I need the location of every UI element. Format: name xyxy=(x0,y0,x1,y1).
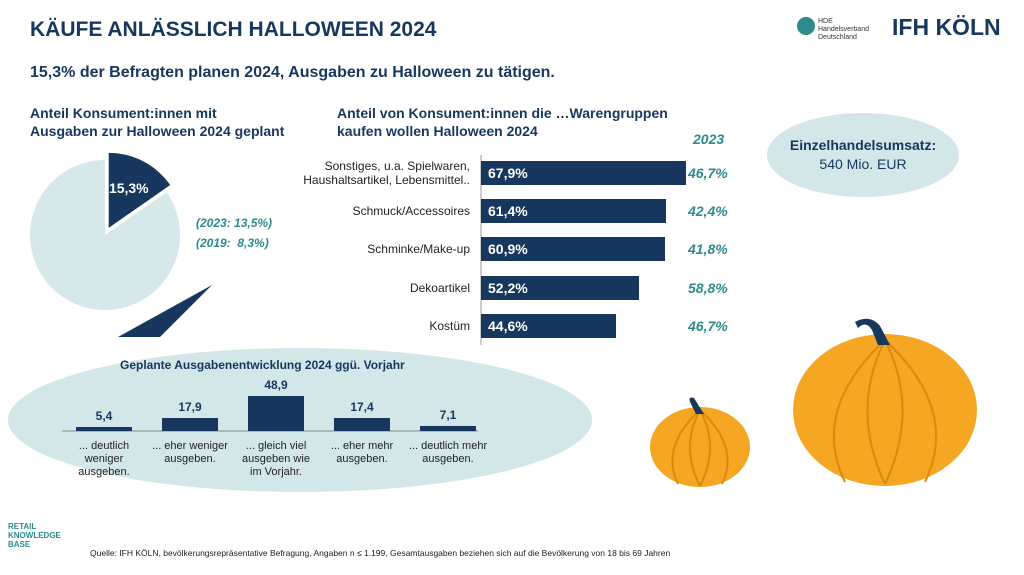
column xyxy=(334,418,390,431)
legend-label: 2023 xyxy=(693,131,725,147)
revenue-backdrop xyxy=(767,113,959,197)
pointer xyxy=(118,285,212,337)
bar-label: 60,9% xyxy=(488,241,528,257)
category-label: ... deutlich mehr ausgeben. xyxy=(408,440,488,465)
category-label: ... eher mehr ausgeben. xyxy=(330,440,394,465)
bar-label: 67,9% xyxy=(488,165,528,181)
revenue-label: Einzelhandelsumsatz: xyxy=(789,137,937,153)
category-label: Schminke/Make-up xyxy=(367,242,470,256)
hde-logo: HDE xyxy=(818,18,833,25)
column xyxy=(420,425,476,431)
category-label: Dekoartikel xyxy=(409,281,470,295)
prior-year-value: 46,7% xyxy=(688,165,728,181)
category-label: Schmuck/Accessoires xyxy=(352,204,470,218)
prior-year-value: 41,8% xyxy=(688,241,728,257)
subtitle: 15,3% der Befragten planen 2024, Ausgabe… xyxy=(30,64,555,81)
pumpkin-small xyxy=(650,397,750,487)
chart-title: Anteil Konsument:innen mit Ausgaben zur … xyxy=(30,105,285,139)
bar-label: 52,2% xyxy=(488,280,528,296)
title: KÄUFE ANLÄSSLICH HALLOWEEN 2024 xyxy=(30,18,437,41)
revenue-value: 540 Mio. EUR xyxy=(819,156,907,172)
annotation: (2019: 8,3%) xyxy=(196,236,269,250)
bar-label: 61,4% xyxy=(488,203,528,219)
bar xyxy=(481,276,639,300)
column-label: 17,4 xyxy=(350,400,374,415)
chart-title: Geplante Ausgabenentwicklung 2024 ggü. V… xyxy=(120,358,405,372)
slice-label: 15,3% xyxy=(108,180,149,197)
category-label: ... gleich viel ausgeben wie im Vorjahr. xyxy=(242,440,310,478)
bar xyxy=(481,199,667,223)
column-label: 48,9 xyxy=(264,377,288,392)
bar xyxy=(481,237,665,261)
column xyxy=(76,427,132,431)
pie-slice xyxy=(30,160,181,311)
column xyxy=(248,395,304,431)
bar xyxy=(481,161,687,185)
column-label: 17,9 xyxy=(178,400,202,415)
pie-slice xyxy=(108,152,171,228)
prior-year-value: 58,8% xyxy=(688,280,728,296)
category-label: Kostüm xyxy=(429,319,470,333)
prior-year-value: 42,4% xyxy=(688,203,728,219)
column-label: 5,4 xyxy=(95,409,113,424)
pumpkin-large xyxy=(793,318,977,486)
column-label: 7,1 xyxy=(439,407,457,422)
prior-year-value: 46,7% xyxy=(688,318,728,334)
source: Quelle: IFH KÖLN, bevölkerungsrepräsenta… xyxy=(90,548,671,558)
bar xyxy=(481,314,616,338)
rkb-logo: RETAIL KNOWLEDGE BASE xyxy=(8,522,61,549)
hde-mark xyxy=(797,17,815,35)
column xyxy=(162,418,218,431)
category-label: Sonstiges, u.a. Spielwaren, Haushaltsart… xyxy=(303,159,470,187)
annotation: (2023: 13,5%) xyxy=(196,216,273,230)
ifh-logo: IFH KÖLN xyxy=(892,14,1001,40)
bar-label: 44,6% xyxy=(488,318,528,334)
chart-title: Anteil von Konsument:innen die …Warengru… xyxy=(337,105,668,139)
hde-name: Handelsverband Deutschland xyxy=(818,26,869,41)
category-label: ... deutlich weniger ausgeben. xyxy=(78,440,130,478)
category-label: ... eher weniger ausgeben. xyxy=(152,440,228,465)
